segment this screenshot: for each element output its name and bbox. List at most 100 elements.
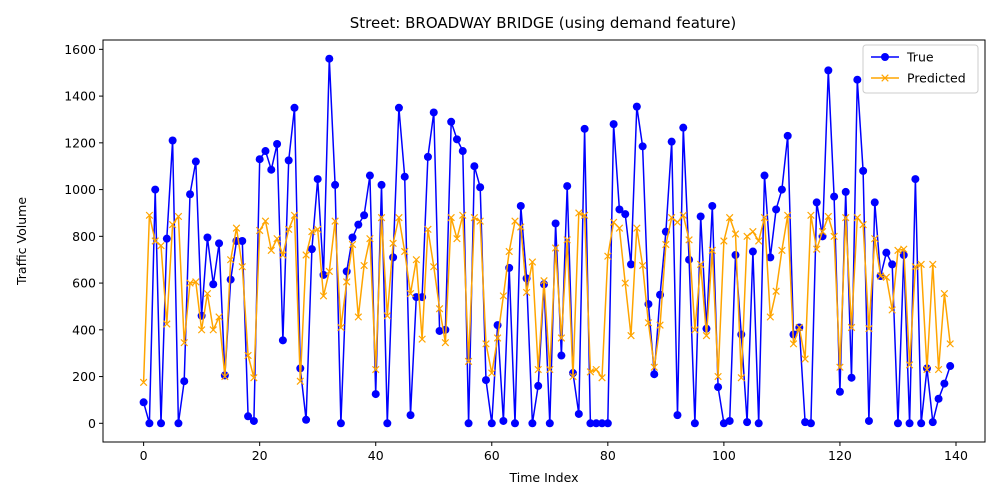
data-point-predicted [511, 217, 519, 225]
data-point-predicted [412, 255, 421, 264]
y-tick-label: 400 [72, 322, 96, 337]
data-point-predicted [186, 279, 194, 287]
data-point-true [226, 275, 235, 284]
data-point-predicted [702, 331, 711, 340]
y-tick-label: 1400 [64, 89, 96, 104]
data-point-predicted [563, 236, 571, 244]
data-point-predicted [174, 212, 183, 221]
data-point-predicted [226, 255, 235, 264]
data-point-true [261, 147, 270, 156]
data-point-predicted [313, 225, 322, 234]
data-point-predicted [308, 227, 316, 236]
data-point-true [389, 253, 398, 262]
data-point-true [864, 416, 873, 425]
data-point-predicted [598, 374, 606, 382]
data-point-predicted [325, 267, 334, 276]
data-point-true [186, 190, 195, 199]
data-point-predicted [696, 260, 705, 269]
data-point-true [946, 362, 955, 371]
x-tick-label: 120 [828, 448, 852, 463]
data-point-predicted [929, 260, 937, 269]
data-point-predicted [876, 272, 885, 280]
data-point-predicted [557, 334, 566, 342]
data-point-true [377, 180, 386, 189]
data-point-true [238, 237, 247, 245]
data-point-true [685, 255, 694, 264]
data-point-true [470, 162, 479, 171]
data-point-true [743, 418, 752, 427]
data-point-true [586, 419, 595, 428]
data-point-true [429, 108, 438, 117]
series-predicted [139, 209, 954, 387]
data-point-true [615, 205, 624, 214]
data-point-predicted [366, 234, 374, 243]
data-point-predicted [778, 246, 786, 255]
data-point-predicted [580, 211, 589, 220]
data-point-true [528, 419, 537, 428]
data-point-true [940, 379, 949, 388]
data-point-true [731, 251, 740, 260]
data-point-true [603, 419, 612, 428]
data-point-true [447, 117, 456, 126]
data-point-predicted [551, 244, 560, 252]
data-point-predicted [911, 262, 920, 271]
data-point-true [371, 390, 380, 399]
data-point-predicted [627, 331, 635, 340]
data-point-true [598, 419, 607, 428]
data-point-true [278, 336, 287, 345]
legend-item-true: True [871, 50, 934, 65]
data-point-predicted [296, 377, 305, 385]
data-point-predicted [946, 340, 954, 348]
data-point-true [481, 376, 490, 385]
series-layer [139, 54, 955, 428]
data-point-predicted [615, 224, 624, 232]
legend-label: True [906, 50, 934, 65]
data-point-predicted [389, 239, 397, 248]
data-point-predicted [905, 361, 914, 369]
x-tick-label: 80 [600, 448, 616, 463]
y-axis: 0 200 400 600 800 1000 1200 1400 1600 [64, 42, 103, 431]
data-point-predicted [662, 240, 670, 249]
y-tick-label: 1600 [64, 42, 96, 57]
data-point-true [325, 54, 334, 63]
plot-area: 0 20 40 60 80 100 120 140 0 200 400 600 800 1000 1200… [64, 39, 986, 463]
data-point-predicted [290, 211, 299, 220]
data-point-predicted [760, 213, 769, 222]
data-point-true [609, 120, 618, 129]
y-tick-label: 0 [88, 416, 96, 431]
data-point-predicted [279, 251, 287, 259]
x-axis: 0 20 40 60 80 100 120 140 [140, 442, 968, 463]
data-point-predicted [447, 213, 455, 222]
data-point-true [203, 233, 212, 242]
x-tick-label: 20 [252, 448, 268, 463]
data-point-predicted [859, 220, 867, 229]
data-point-true [516, 201, 525, 210]
data-point-true [162, 234, 171, 243]
data-point-true [267, 165, 276, 174]
data-point-true [893, 419, 902, 428]
data-point-predicted [720, 237, 728, 245]
data-point-predicted [302, 251, 310, 259]
data-point-true [592, 419, 601, 428]
data-point-true [696, 212, 705, 221]
data-point-true [354, 220, 363, 229]
data-point-predicted [592, 365, 600, 374]
data-point-predicted [818, 227, 827, 236]
data-point-predicted [789, 340, 798, 348]
data-point-true [510, 419, 519, 428]
data-point-predicted [685, 236, 693, 244]
data-point-predicted [871, 234, 879, 243]
data-point-predicted [679, 211, 687, 220]
data-point-predicted [139, 378, 148, 387]
data-point-true [754, 419, 763, 428]
data-point-predicted [766, 313, 775, 321]
data-point-predicted [203, 289, 212, 298]
data-point-predicted [215, 313, 223, 321]
data-point-true [139, 398, 148, 407]
data-point-true [400, 172, 409, 181]
y-tick-label: 1200 [64, 135, 96, 150]
data-point-true [911, 175, 920, 184]
data-point-true [209, 280, 218, 289]
data-point-true [934, 394, 943, 403]
y-tick-label: 1000 [64, 182, 96, 197]
